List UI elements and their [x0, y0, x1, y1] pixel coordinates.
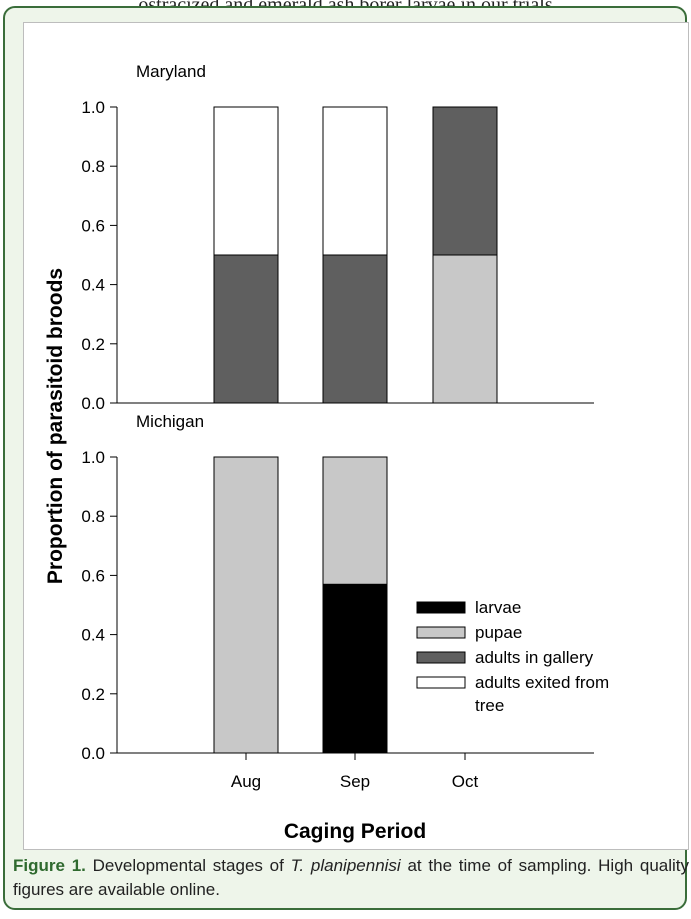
y-tick-label: 0.2	[81, 335, 105, 354]
bar-maryland-oct-adults-in-gallery	[432, 106, 498, 256]
bar-maryland-aug-adults-in-gallery	[213, 254, 279, 404]
legend-swatch-larvae	[416, 601, 466, 614]
legend-label-adults-in-gallery: adults in gallery	[475, 648, 594, 667]
legend-label-pupae: pupae	[475, 623, 522, 642]
chart-marks: Maryland 0.0 0.2 0.4 0.6 0.8 1.0 Michigan 0.0 0.2…	[81, 62, 609, 791]
bar-michigan-sep-larvae	[322, 583, 388, 754]
bar-maryland-sep-adults-in-gallery	[322, 254, 388, 404]
y-tick-label: 0.8	[81, 507, 105, 526]
y-tick-label: 0.6	[81, 216, 105, 235]
bar-michigan-aug-pupae	[213, 456, 279, 754]
bar-michigan-sep-pupae	[322, 456, 388, 585]
x-tick-label: Aug	[231, 772, 261, 791]
legend-swatch-adults-in-gallery	[416, 651, 466, 664]
figure-box: Proportion of parasitoid broods Caging P…	[3, 6, 689, 910]
bar-maryland-sep-adults-exited-from-tree	[322, 106, 388, 256]
x-axis-label: Caging Period	[284, 820, 426, 843]
legend-swatch-pupae	[416, 626, 466, 639]
chart-panel: Proportion of parasitoid broods Caging P…	[23, 22, 689, 850]
panel-title-michigan: Michigan	[136, 412, 204, 431]
y-tick-label: 1.0	[81, 98, 105, 117]
x-tick-label: Oct	[452, 772, 479, 791]
bar-maryland-oct-pupae	[432, 254, 498, 404]
legend-label-adults-exited-from-tree-line2: tree	[475, 696, 504, 715]
y-tick-label: 0.0	[81, 744, 105, 763]
y-tick-label: 0.4	[81, 276, 105, 295]
legend-label-larvae: larvae	[475, 598, 521, 617]
bar-maryland-aug-adults-exited-from-tree	[213, 106, 279, 256]
y-tick-label: 0.0	[81, 394, 105, 413]
stacked-bar-chart: Proportion of parasitoid broods Caging P…	[44, 62, 609, 843]
y-tick-label: 0.6	[81, 566, 105, 585]
legend-swatch-adults-exited-from-tree	[416, 676, 466, 689]
y-tick-label: 0.4	[81, 626, 105, 645]
x-tick-label: Sep	[340, 772, 370, 791]
y-axis-label: Proportion of parasitoid broods	[44, 268, 67, 584]
y-tick-label: 0.2	[81, 685, 105, 704]
y-tick-label: 0.8	[81, 157, 105, 176]
panel-title-maryland: Maryland	[136, 62, 206, 81]
caption-figure-label: Figure 1.	[13, 856, 86, 875]
caption-text-end: at the time of sampling. High quality fi…	[13, 856, 690, 899]
figure-caption: Figure 1. Developmental stages of T. pla…	[13, 854, 689, 902]
legend-label-adults-exited-from-tree: adults exited from	[475, 673, 609, 692]
y-tick-label: 1.0	[81, 448, 105, 467]
caption-text-start: Developmental stages of	[85, 856, 291, 875]
caption-species-name: T. planipennisi	[290, 856, 401, 875]
